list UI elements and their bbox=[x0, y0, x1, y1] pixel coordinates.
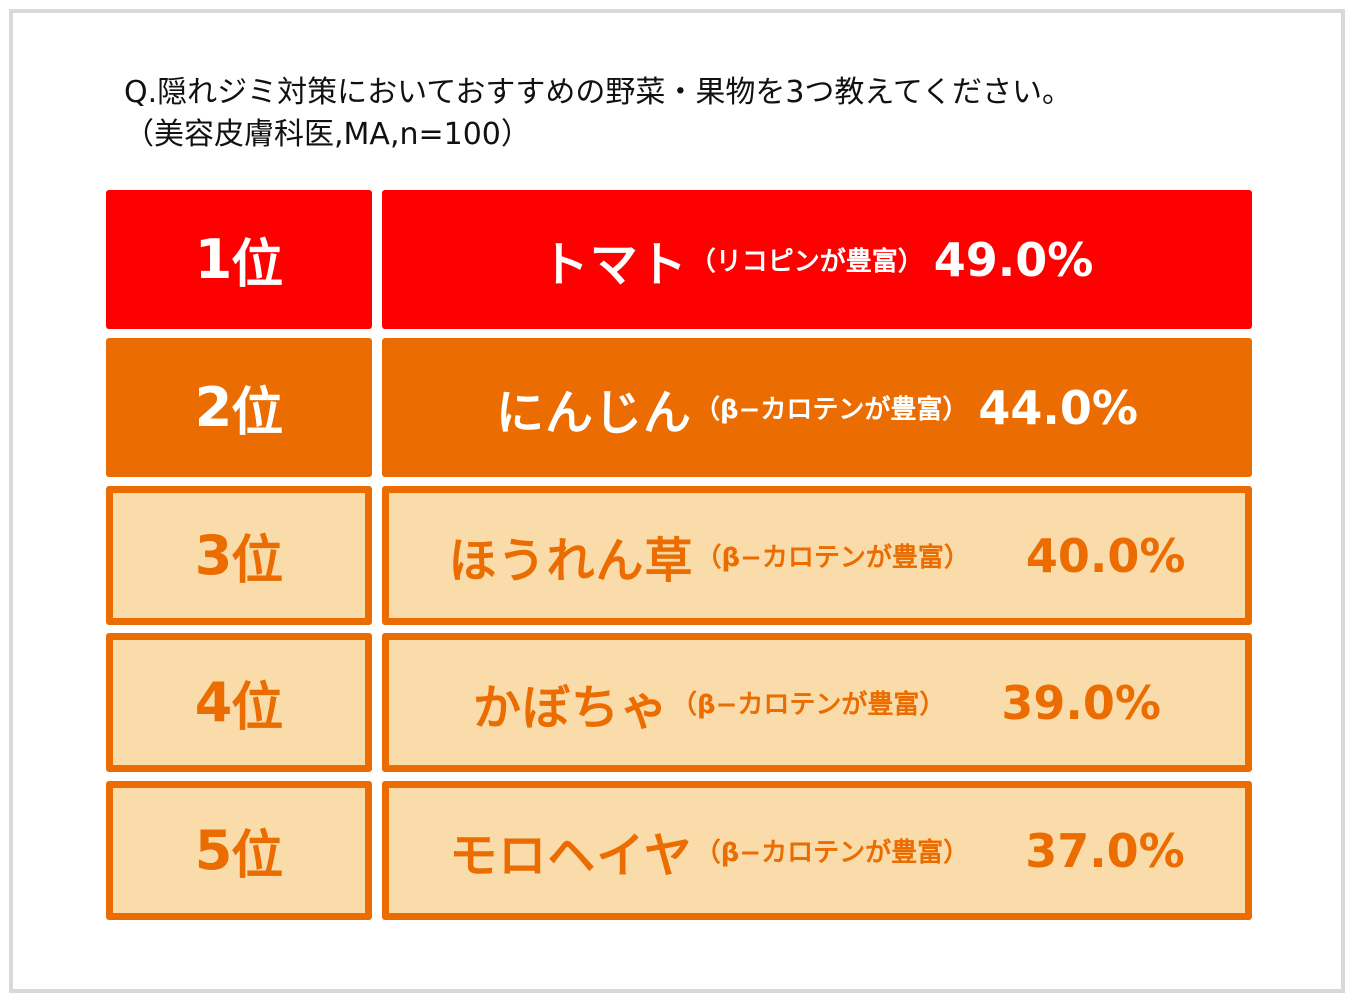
item-percentage: 39.0% bbox=[1001, 675, 1161, 730]
item-cell: モロヘイヤ （β−カロテンが豊富） 37.0% bbox=[382, 781, 1252, 920]
item-cell: ほうれん草 （β−カロテンが豊富） 40.0% bbox=[382, 486, 1252, 625]
item-note: （β−カロテンが豊富） bbox=[671, 690, 946, 720]
item-cell: トマト （リコピンが豊富） 49.0% bbox=[382, 190, 1252, 329]
rank-suffix: 位 bbox=[231, 531, 284, 591]
question-title: Q.隠れジミ対策においておすすめの野菜・果物を3つ教えてください。 （美容皮膚科… bbox=[124, 72, 1072, 156]
rank-suffix: 位 bbox=[231, 235, 284, 295]
rank-suffix: 位 bbox=[231, 826, 284, 886]
item-note: （リコピンが豊富） bbox=[689, 247, 924, 277]
item-name: かぼちゃ bbox=[472, 679, 669, 736]
item-note: （β−カロテンが豊富） bbox=[694, 838, 970, 868]
rank-suffix: 位 bbox=[231, 383, 284, 443]
item-percentage: 49.0% bbox=[933, 232, 1094, 287]
item-cell: かぼちゃ （β−カロテンが豊富） 39.0% bbox=[382, 633, 1252, 772]
question-text: Q.隠れジミ対策においておすすめの野菜・果物を3つ教えてください。 bbox=[124, 75, 1073, 110]
item-name: にんじん bbox=[495, 384, 692, 441]
item-percentage: 37.0% bbox=[1025, 823, 1185, 878]
question-meta: （美容皮膚科医,MA,n=100） bbox=[124, 117, 531, 152]
rank-number: 5 bbox=[194, 819, 233, 882]
rank-suffix: 位 bbox=[231, 678, 284, 738]
item-name: モロヘイヤ bbox=[449, 827, 693, 884]
item-name: ほうれん草 bbox=[448, 532, 694, 589]
rank-number: 2 bbox=[194, 376, 233, 439]
item-cell: にんじん （β−カロテンが豊富） 44.0% bbox=[382, 338, 1252, 477]
item-name: トマト bbox=[540, 236, 688, 293]
rank-number: 1 bbox=[194, 228, 233, 291]
rank-number: 4 bbox=[194, 671, 233, 734]
item-percentage: 44.0% bbox=[978, 380, 1138, 435]
rank-number: 3 bbox=[194, 524, 233, 587]
item-note: （β−カロテンが豊富） bbox=[695, 543, 970, 573]
item-percentage: 40.0% bbox=[1025, 528, 1186, 583]
item-note: （β−カロテンが豊富） bbox=[694, 395, 969, 425]
